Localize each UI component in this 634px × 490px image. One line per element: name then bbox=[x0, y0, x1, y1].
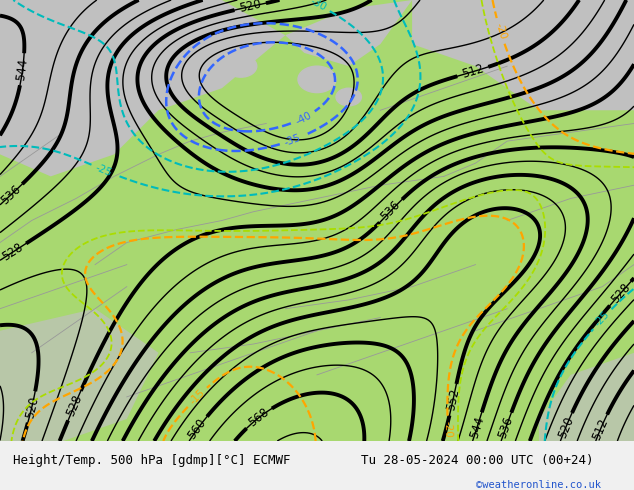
Text: 520: 520 bbox=[555, 415, 576, 441]
Circle shape bbox=[298, 66, 336, 93]
Polygon shape bbox=[539, 353, 634, 441]
Text: 560: 560 bbox=[185, 416, 209, 442]
Text: 528: 528 bbox=[64, 393, 85, 418]
Text: 528: 528 bbox=[0, 241, 25, 264]
Text: 528: 528 bbox=[608, 281, 633, 306]
Text: 520: 520 bbox=[238, 0, 262, 15]
Text: 520: 520 bbox=[23, 395, 41, 419]
Polygon shape bbox=[285, 0, 412, 66]
Text: 512: 512 bbox=[460, 62, 486, 81]
Text: 544: 544 bbox=[467, 415, 486, 441]
Text: ©weatheronline.co.uk: ©weatheronline.co.uk bbox=[476, 480, 600, 490]
Polygon shape bbox=[0, 309, 158, 441]
Circle shape bbox=[336, 88, 361, 106]
Text: -25: -25 bbox=[94, 162, 113, 178]
Text: -40: -40 bbox=[294, 110, 313, 126]
Polygon shape bbox=[0, 0, 285, 176]
Text: 544: 544 bbox=[15, 57, 30, 81]
Text: 512: 512 bbox=[590, 416, 611, 442]
Polygon shape bbox=[412, 0, 634, 110]
Text: 552: 552 bbox=[444, 388, 462, 412]
Circle shape bbox=[225, 55, 257, 77]
Text: Height/Temp. 500 hPa [gdmp][°C] ECMWF: Height/Temp. 500 hPa [gdmp][°C] ECMWF bbox=[13, 454, 290, 467]
Text: -20: -20 bbox=[443, 420, 453, 438]
Text: -30: -30 bbox=[308, 0, 328, 13]
Text: 536: 536 bbox=[0, 183, 23, 207]
Text: 536: 536 bbox=[378, 198, 403, 223]
Text: 536: 536 bbox=[496, 415, 515, 441]
Text: -35: -35 bbox=[283, 132, 302, 147]
Text: -15: -15 bbox=[188, 388, 207, 407]
Text: Tu 28-05-2024 00:00 UTC (00+24): Tu 28-05-2024 00:00 UTC (00+24) bbox=[361, 454, 594, 467]
Text: -25: -25 bbox=[593, 309, 612, 329]
Text: 568: 568 bbox=[246, 406, 271, 430]
Text: -20: -20 bbox=[493, 22, 508, 41]
